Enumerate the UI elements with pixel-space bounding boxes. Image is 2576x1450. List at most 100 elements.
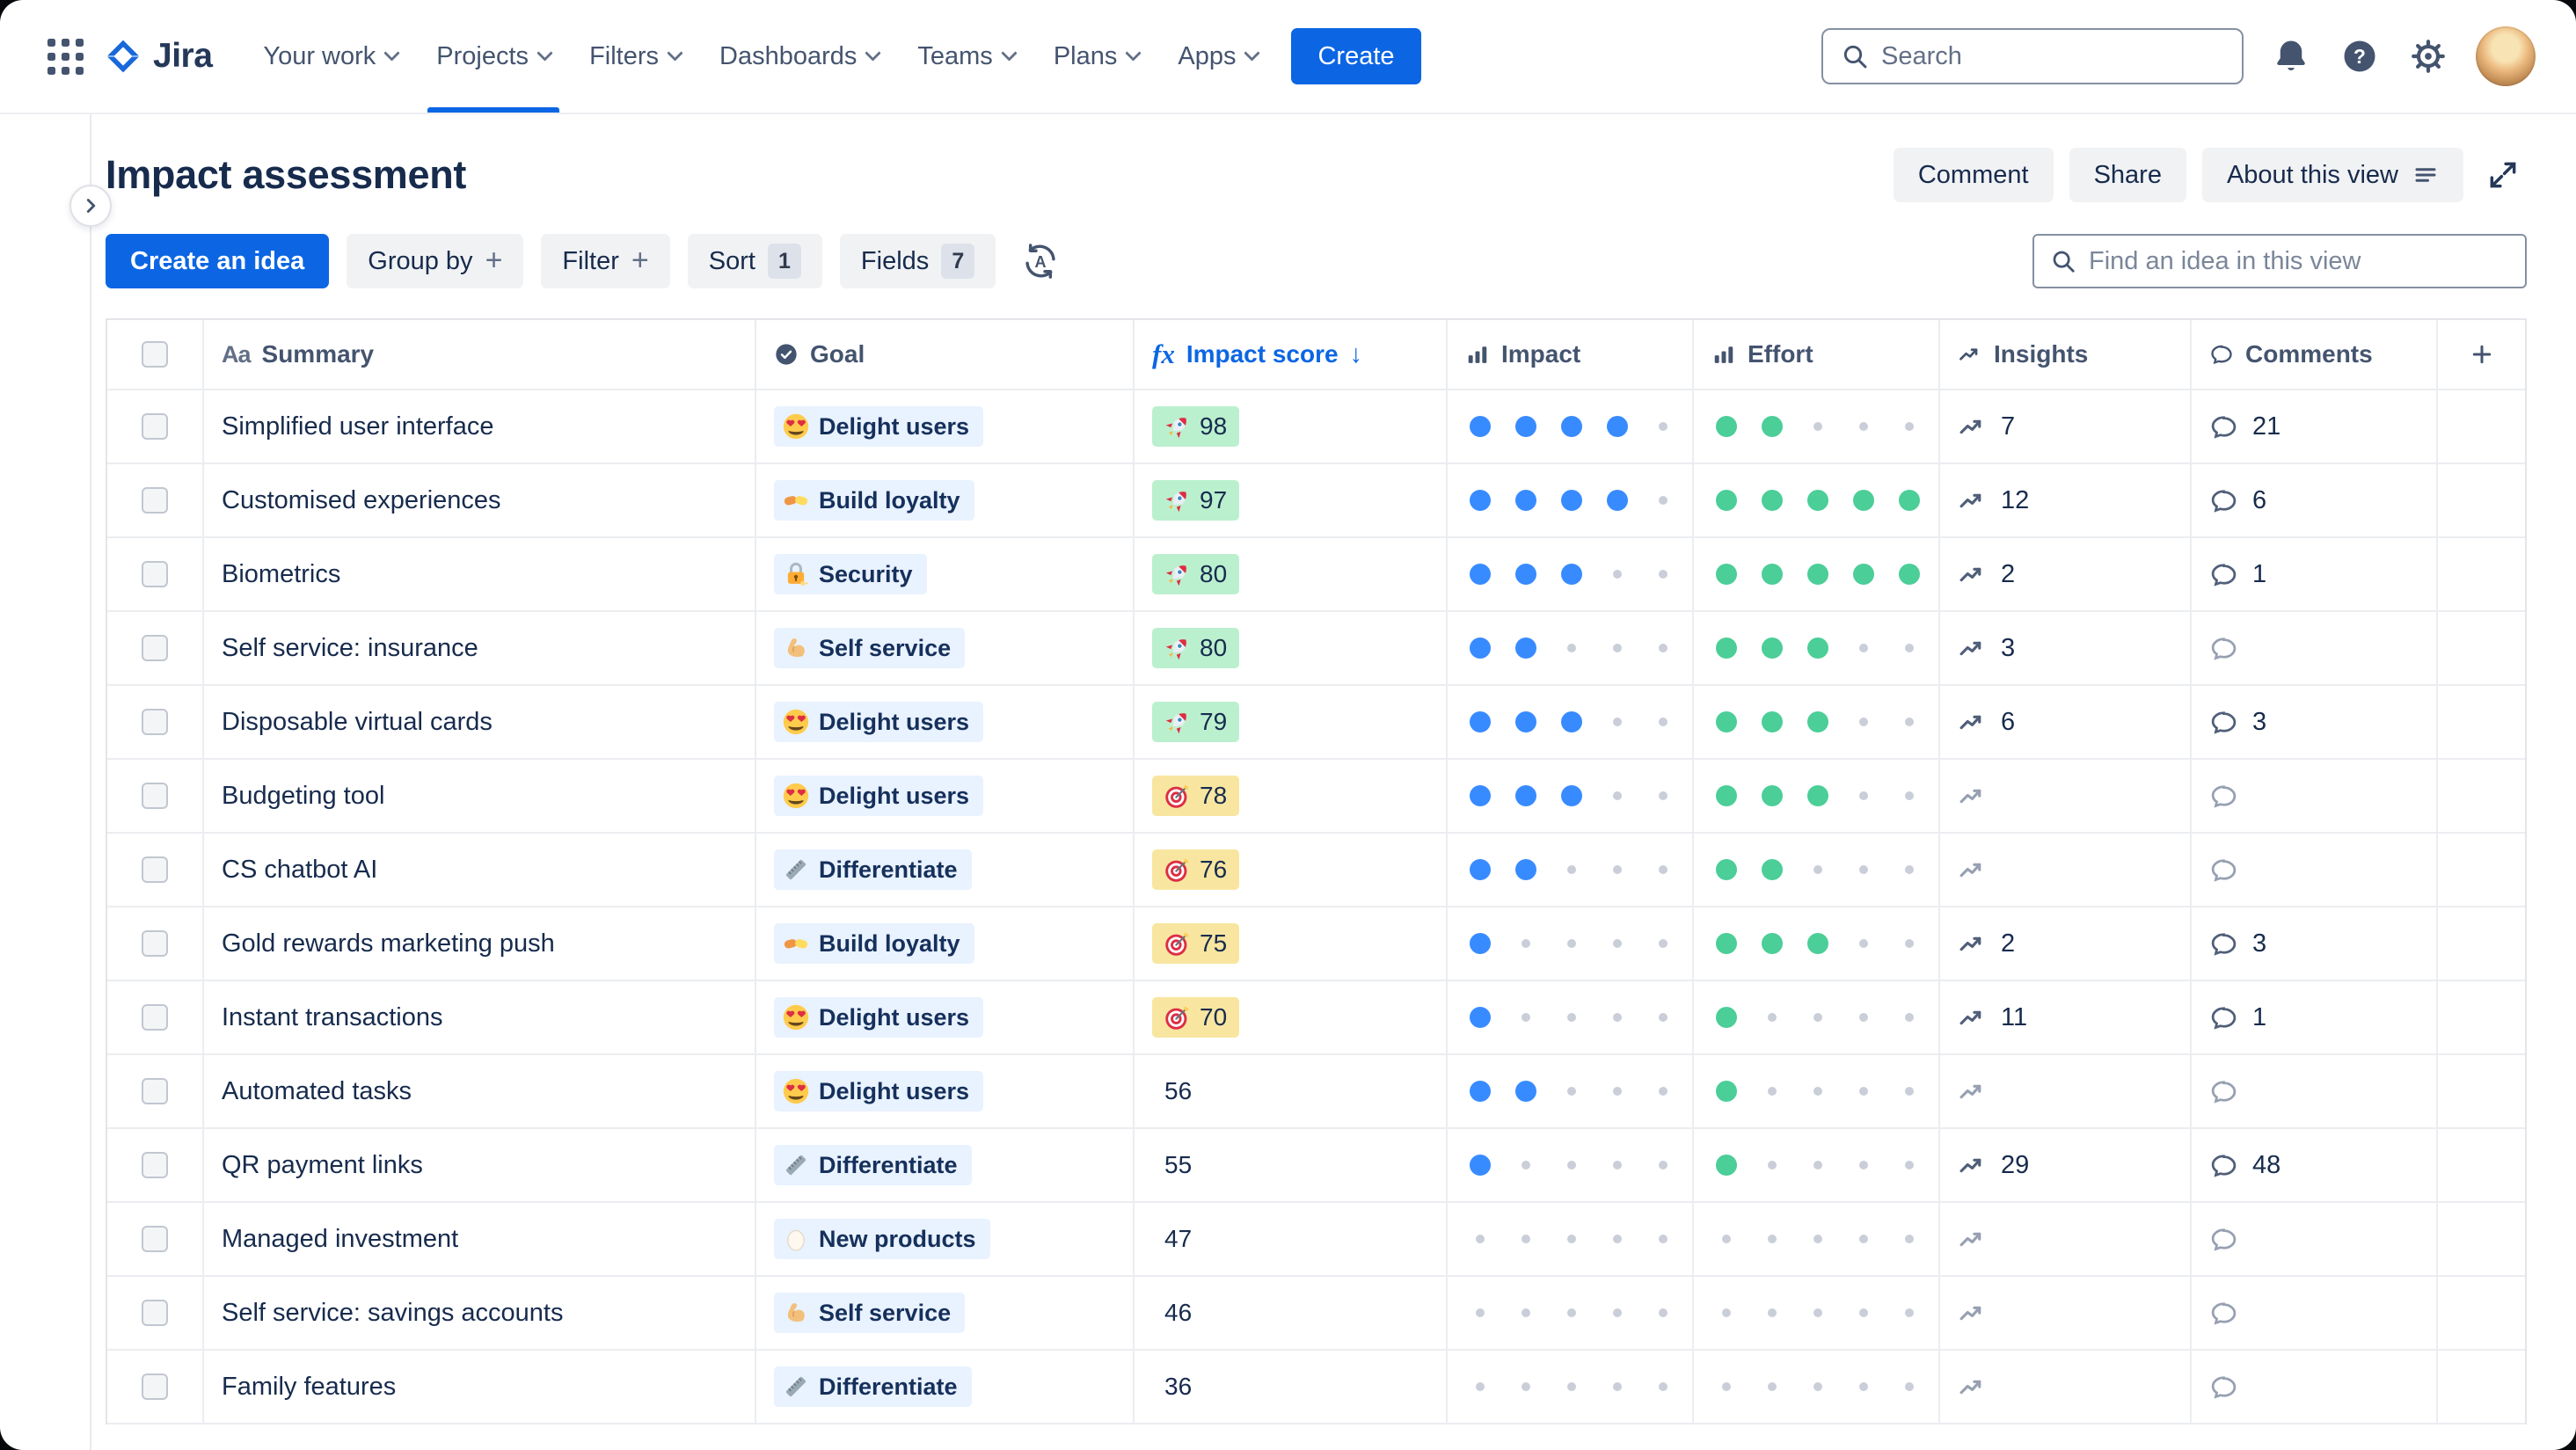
goal-badge[interactable]: Delight users [774,997,984,1038]
search-input[interactable] [1881,41,2224,71]
share-button[interactable]: Share [2069,148,2186,202]
fields-button[interactable]: Fields 7 [839,234,996,288]
goal-badge[interactable]: Delight users [774,776,984,816]
impact-rating[interactable] [1448,760,1694,834]
table-row[interactable]: Self service: savings accounts Self serv… [107,1277,2525,1351]
impact-score-pill[interactable]: 79 [1152,702,1240,742]
notifications-button[interactable] [2270,35,2312,77]
impact-rating[interactable] [1448,686,1694,760]
effort-rating[interactable] [1694,1055,1940,1129]
effort-rating[interactable] [1694,1351,1940,1424]
table-row[interactable]: Gold rewards marketing push Build loyalt… [107,907,2525,981]
impact-rating[interactable] [1448,538,1694,612]
table-row[interactable]: Instant transactions Delight users 70 11… [107,981,2525,1055]
nav-item-filters[interactable]: Filters [570,0,700,113]
impact-score-pill[interactable]: 98 [1152,406,1240,447]
impact-rating[interactable] [1448,1203,1694,1277]
insights-cell[interactable]: 3 [1940,612,2192,686]
create-button[interactable]: Create [1291,28,1421,84]
effort-rating[interactable] [1694,907,1940,981]
effort-rating[interactable] [1694,760,1940,834]
comments-cell[interactable]: 1 [2192,981,2438,1055]
row-checkbox[interactable] [142,783,168,809]
impact-rating[interactable] [1448,1351,1694,1424]
idea-summary[interactable]: Gold rewards marketing push [222,929,555,958]
table-row[interactable]: Automated tasks Delight users 56 [107,1055,2525,1129]
goal-badge[interactable]: Delight users [774,1071,984,1111]
help-button[interactable]: ? [2339,35,2381,77]
effort-rating[interactable] [1694,981,1940,1055]
impact-rating[interactable] [1448,1277,1694,1351]
idea-summary[interactable]: Customised experiences [222,485,501,514]
idea-summary[interactable]: Managed investment [222,1224,459,1253]
effort-rating[interactable] [1694,834,1940,907]
effort-rating[interactable] [1694,612,1940,686]
idea-summary[interactable]: Disposable virtual cards [222,707,493,736]
idea-summary[interactable]: Family features [222,1372,397,1401]
insights-cell[interactable]: 2 [1940,538,2192,612]
row-checkbox[interactable] [142,487,168,514]
settings-button[interactable] [2407,35,2449,77]
insights-cell[interactable]: 7 [1940,390,2192,464]
table-row[interactable]: Self service: insurance Self service 80 … [107,612,2525,686]
row-checkbox[interactable] [142,413,168,440]
fullscreen-button[interactable] [2479,158,2527,192]
idea-summary[interactable]: Budgeting tool [222,781,385,810]
row-checkbox[interactable] [142,930,168,957]
table-row[interactable]: QR payment links Differentiate 55 29 48 [107,1129,2525,1203]
idea-summary[interactable]: QR payment links [222,1150,423,1179]
goal-badge[interactable]: Differentiate [774,1366,972,1407]
insights-cell[interactable]: 29 [1940,1129,2192,1203]
row-checkbox[interactable] [142,1373,168,1400]
find-idea-search[interactable] [2032,234,2527,288]
impact-score-pill[interactable]: 75 [1152,923,1240,964]
idea-summary[interactable]: CS chatbot AI [222,855,378,884]
effort-rating[interactable] [1694,1129,1940,1203]
nav-item-plans[interactable]: Plans [1034,0,1159,113]
idea-summary[interactable]: Self service: savings accounts [222,1298,564,1327]
table-row[interactable]: Disposable virtual cards Delight users 7… [107,686,2525,760]
comments-cell[interactable]: 48 [2192,1129,2438,1203]
idea-summary[interactable]: Self service: insurance [222,633,478,662]
column-header-effort[interactable]: Effort [1694,320,1940,390]
insights-cell[interactable] [1940,1351,2192,1424]
comments-cell[interactable]: 21 [2192,390,2438,464]
goal-badge[interactable]: Security [774,554,927,594]
jira-logo[interactable]: Jira [104,37,213,76]
sidebar-expand-button[interactable] [69,185,112,227]
global-search[interactable] [1821,28,2244,84]
column-header-impact[interactable]: Impact [1448,320,1694,390]
comments-cell[interactable]: 3 [2192,907,2438,981]
comments-cell[interactable] [2192,1055,2438,1129]
effort-rating[interactable] [1694,538,1940,612]
effort-rating[interactable] [1694,686,1940,760]
comments-cell[interactable] [2192,1351,2438,1424]
sort-button[interactable]: Sort 1 [687,234,822,288]
impact-score-pill[interactable]: 76 [1152,849,1240,890]
idea-summary[interactable]: Biometrics [222,559,341,588]
insights-cell[interactable]: 11 [1940,981,2192,1055]
table-row[interactable]: Biometrics Security 80 2 1 [107,538,2525,612]
impact-score-pill[interactable]: 80 [1152,628,1240,668]
comments-cell[interactable] [2192,612,2438,686]
nav-item-apps[interactable]: Apps [1158,0,1277,113]
filter-button[interactable]: Filter + [541,234,670,288]
table-row[interactable]: Budgeting tool Delight users 78 [107,760,2525,834]
goal-badge[interactable]: Self service [774,628,966,668]
nav-item-projects[interactable]: Projects [417,0,570,113]
column-header-impact-score[interactable]: fx Impact score ↓ [1135,320,1448,390]
app-switcher-button[interactable] [40,32,90,81]
goal-badge[interactable]: Differentiate [774,1145,972,1185]
translate-button[interactable]: A [1013,234,1068,288]
impact-score-pill[interactable]: 36 [1152,1366,1204,1407]
comment-button[interactable]: Comment [1893,148,2054,202]
row-checkbox[interactable] [142,1226,168,1252]
comments-cell[interactable]: 3 [2192,686,2438,760]
impact-rating[interactable] [1448,1055,1694,1129]
table-row[interactable]: Family features Differentiate 36 [107,1351,2525,1424]
comments-cell[interactable] [2192,1203,2438,1277]
row-checkbox[interactable] [142,709,168,735]
goal-badge[interactable]: Delight users [774,702,984,742]
comments-cell[interactable]: 1 [2192,538,2438,612]
insights-cell[interactable] [1940,1203,2192,1277]
